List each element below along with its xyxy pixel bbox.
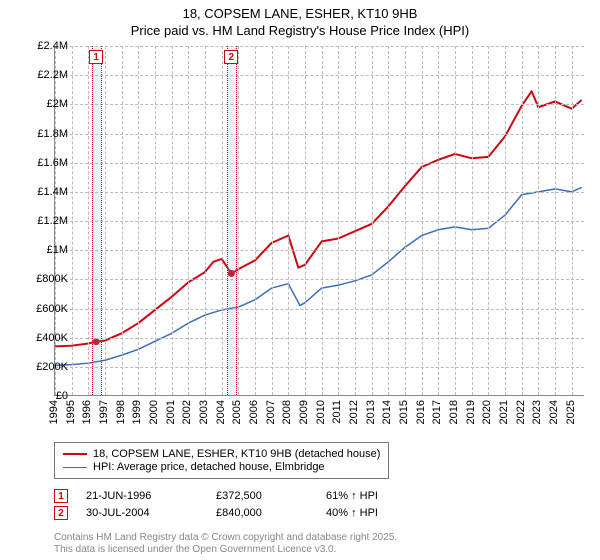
footer: Contains HM Land Registry data © Crown c… bbox=[54, 532, 397, 556]
chart-titles: 18, COPSEM LANE, ESHER, KT10 9HB Price p… bbox=[0, 0, 600, 38]
event-price: £372,500 bbox=[216, 490, 326, 502]
title-address: 18, COPSEM LANE, ESHER, KT10 9HB bbox=[0, 6, 600, 21]
legend-swatch bbox=[63, 467, 87, 468]
event-pct: 61% ↑ HPI bbox=[326, 490, 436, 502]
plot-area: 12 bbox=[54, 46, 584, 396]
event-row: 1 21-JUN-1996 £372,500 61% ↑ HPI bbox=[54, 489, 436, 503]
event-row: 2 30-JUL-2004 £840,000 40% ↑ HPI bbox=[54, 506, 436, 520]
x-axis-label: 2006 bbox=[248, 400, 260, 424]
x-axis-label: 2022 bbox=[515, 400, 527, 424]
y-axis-label: £400K bbox=[20, 332, 68, 344]
event-marker-icon: 2 bbox=[54, 506, 68, 520]
x-axis-label: 2012 bbox=[348, 400, 360, 424]
footer-line1: Contains HM Land Registry data © Crown c… bbox=[54, 532, 397, 544]
y-axis-label: £2M bbox=[20, 98, 68, 110]
x-axis-label: 2011 bbox=[331, 400, 343, 424]
marker-label-icon: 1 bbox=[89, 50, 103, 64]
x-axis-label: 2002 bbox=[181, 400, 193, 424]
y-axis-label: £1.4M bbox=[20, 186, 68, 198]
y-axis-label: £0 bbox=[20, 390, 68, 402]
marker-label-icon: 2 bbox=[224, 50, 238, 64]
chart-container: 18, COPSEM LANE, ESHER, KT10 9HB Price p… bbox=[0, 0, 600, 560]
legend: 18, COPSEM LANE, ESHER, KT10 9HB (detach… bbox=[54, 442, 389, 479]
x-axis-label: 2014 bbox=[381, 400, 393, 424]
legend-label: HPI: Average price, detached house, Elmb… bbox=[93, 461, 325, 473]
x-axis-label: 2008 bbox=[281, 400, 293, 424]
x-axis-label: 1999 bbox=[131, 400, 143, 424]
x-axis-label: 2023 bbox=[531, 400, 543, 424]
event-marker-icon: 1 bbox=[54, 489, 68, 503]
x-axis-label: 2025 bbox=[565, 400, 577, 424]
event-date: 21-JUN-1996 bbox=[86, 490, 216, 502]
x-axis-label: 2009 bbox=[298, 400, 310, 424]
x-axis-label: 2013 bbox=[365, 400, 377, 424]
marker-band bbox=[92, 46, 102, 395]
x-axis-label: 2004 bbox=[215, 400, 227, 424]
y-axis-label: £800K bbox=[20, 273, 68, 285]
legend-label: 18, COPSEM LANE, ESHER, KT10 9HB (detach… bbox=[93, 448, 380, 460]
x-axis-label: 2021 bbox=[498, 400, 510, 424]
x-axis-label: 2007 bbox=[265, 400, 277, 424]
x-axis-label: 2019 bbox=[465, 400, 477, 424]
y-axis-label: £600K bbox=[20, 303, 68, 315]
y-axis-label: £1.6M bbox=[20, 157, 68, 169]
x-axis-label: 2015 bbox=[398, 400, 410, 424]
y-axis-label: £2.2M bbox=[20, 69, 68, 81]
x-axis-label: 2020 bbox=[481, 400, 493, 424]
legend-item: 18, COPSEM LANE, ESHER, KT10 9HB (detach… bbox=[63, 448, 380, 460]
x-axis-label: 1997 bbox=[98, 400, 110, 424]
x-axis-label: 2024 bbox=[548, 400, 560, 424]
x-axis-label: 2005 bbox=[231, 400, 243, 424]
footer-line2: This data is licensed under the Open Gov… bbox=[54, 544, 397, 556]
legend-swatch bbox=[63, 453, 87, 455]
y-axis-label: £1.8M bbox=[20, 128, 68, 140]
x-axis-label: 1995 bbox=[65, 400, 77, 424]
events-table: 1 21-JUN-1996 £372,500 61% ↑ HPI 2 30-JU… bbox=[54, 486, 436, 523]
x-axis-label: 2001 bbox=[165, 400, 177, 424]
event-date: 30-JUL-2004 bbox=[86, 507, 216, 519]
x-axis-label: 2000 bbox=[148, 400, 160, 424]
y-axis-label: £1.2M bbox=[20, 215, 68, 227]
x-axis-label: 2010 bbox=[315, 400, 327, 424]
event-pct: 40% ↑ HPI bbox=[326, 507, 436, 519]
y-axis-label: £2.4M bbox=[20, 40, 68, 52]
legend-item: HPI: Average price, detached house, Elmb… bbox=[63, 461, 380, 473]
x-axis-label: 1994 bbox=[48, 400, 60, 424]
x-axis-label: 2018 bbox=[448, 400, 460, 424]
x-axis-label: 1998 bbox=[115, 400, 127, 424]
x-axis-label: 2003 bbox=[198, 400, 210, 424]
x-axis-label: 1996 bbox=[81, 400, 93, 424]
event-price: £840,000 bbox=[216, 507, 326, 519]
y-axis-label: £1M bbox=[20, 244, 68, 256]
y-axis-label: £200K bbox=[20, 361, 68, 373]
x-axis-label: 2017 bbox=[431, 400, 443, 424]
title-subtitle: Price paid vs. HM Land Registry's House … bbox=[0, 23, 600, 38]
marker-band bbox=[227, 46, 237, 395]
x-axis-label: 2016 bbox=[415, 400, 427, 424]
